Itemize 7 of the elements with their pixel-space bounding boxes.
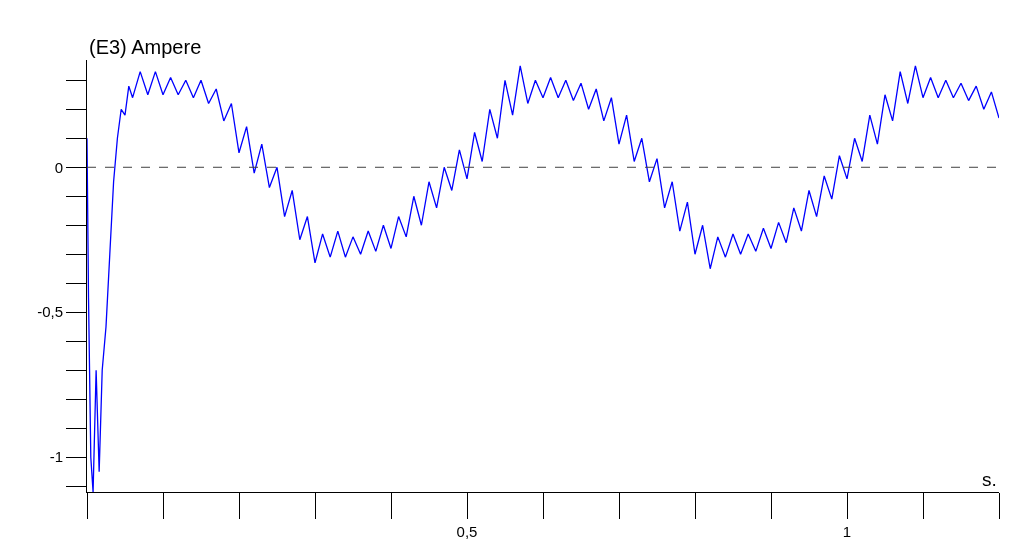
x-axis-title: s.	[982, 469, 997, 490]
x-tick-label: 1	[842, 523, 852, 540]
y-axis-title: (E3) Ampere	[89, 36, 202, 58]
y-tick-label: -0,5	[37, 303, 63, 321]
y-tick-label: -1	[49, 448, 63, 466]
y-tick-label: 0	[54, 158, 63, 176]
x-tick-label: 0,5	[456, 523, 478, 540]
